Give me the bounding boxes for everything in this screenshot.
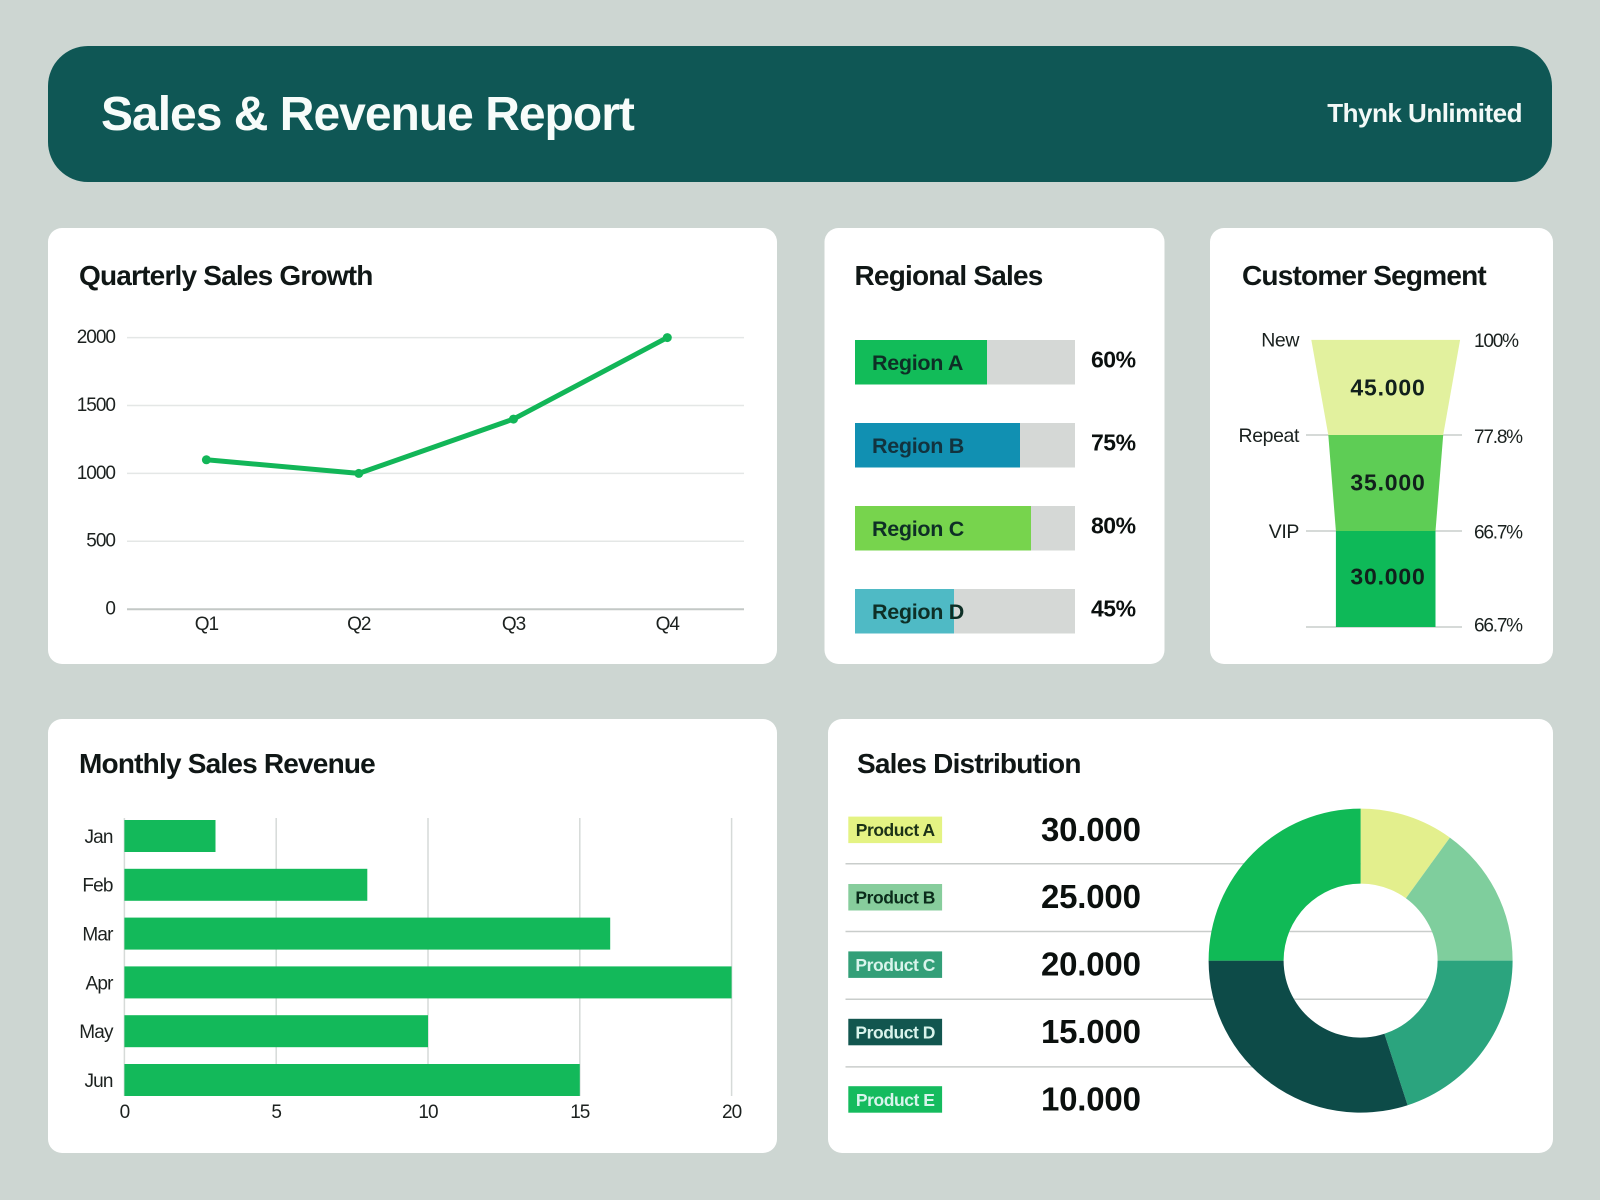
svg-text:Customer Segment: Customer Segment [1242, 260, 1486, 291]
svg-text:Product B: Product B [855, 888, 935, 908]
svg-text:15.000: 15.000 [1041, 1013, 1141, 1050]
svg-text:Product D: Product D [855, 1022, 935, 1042]
svg-text:Product C: Product C [855, 955, 935, 975]
svg-text:Region B: Region B [872, 434, 964, 458]
svg-text:1000: 1000 [77, 463, 116, 484]
svg-text:77.8%: 77.8% [1474, 427, 1523, 448]
svg-text:Q4: Q4 [656, 614, 681, 635]
svg-text:Sales Distribution: Sales Distribution [857, 748, 1081, 779]
svg-text:New: New [1261, 330, 1300, 352]
svg-text:Q2: Q2 [347, 614, 371, 635]
svg-text:25.000: 25.000 [1041, 878, 1141, 915]
svg-text:2000: 2000 [77, 327, 116, 348]
svg-text:66.7%: 66.7% [1474, 616, 1523, 637]
svg-text:0: 0 [105, 599, 115, 620]
svg-text:80%: 80% [1091, 513, 1136, 539]
svg-text:Region C: Region C [872, 517, 964, 541]
svg-text:10.000: 10.000 [1041, 1080, 1141, 1117]
svg-text:30.000: 30.000 [1041, 811, 1141, 848]
svg-text:45%: 45% [1091, 596, 1136, 622]
svg-text:Thynk Unlimited: Thynk Unlimited [1327, 98, 1522, 128]
svg-text:Q3: Q3 [502, 614, 526, 635]
svg-text:60%: 60% [1091, 347, 1136, 373]
svg-text:Jan: Jan [84, 827, 112, 848]
svg-text:Monthly Sales Revenue: Monthly Sales Revenue [79, 748, 375, 779]
svg-text:Product A: Product A [856, 820, 936, 840]
svg-text:Region A: Region A [872, 351, 963, 375]
svg-text:Product E: Product E [856, 1090, 935, 1110]
svg-text:20: 20 [722, 1102, 742, 1123]
svg-text:500: 500 [86, 531, 115, 552]
svg-text:Mar: Mar [82, 925, 114, 946]
svg-text:20.000: 20.000 [1041, 946, 1141, 983]
svg-text:35.000: 35.000 [1350, 469, 1425, 495]
svg-text:1500: 1500 [77, 395, 116, 416]
svg-text:Feb: Feb [82, 876, 113, 897]
svg-text:5: 5 [271, 1102, 281, 1123]
svg-text:VIP: VIP [1269, 521, 1299, 543]
svg-text:10: 10 [418, 1102, 438, 1123]
svg-text:Regional Sales: Regional Sales [855, 260, 1043, 291]
svg-text:0: 0 [120, 1102, 130, 1123]
svg-text:75%: 75% [1091, 430, 1136, 456]
svg-text:Sales & Revenue Report: Sales & Revenue Report [101, 88, 635, 141]
svg-text:45.000: 45.000 [1350, 375, 1425, 401]
svg-text:30.000: 30.000 [1350, 563, 1425, 589]
svg-text:Region D: Region D [872, 600, 964, 624]
svg-text:15: 15 [570, 1102, 590, 1123]
svg-text:Quarterly Sales Growth: Quarterly Sales Growth [79, 260, 373, 291]
svg-text:100%: 100% [1474, 331, 1519, 352]
svg-text:Repeat: Repeat [1239, 425, 1300, 447]
svg-text:Q1: Q1 [195, 614, 219, 635]
svg-text:66.7%: 66.7% [1474, 523, 1523, 544]
svg-text:Apr: Apr [86, 973, 115, 994]
svg-text:Jun: Jun [84, 1071, 112, 1092]
svg-text:May: May [79, 1022, 114, 1043]
